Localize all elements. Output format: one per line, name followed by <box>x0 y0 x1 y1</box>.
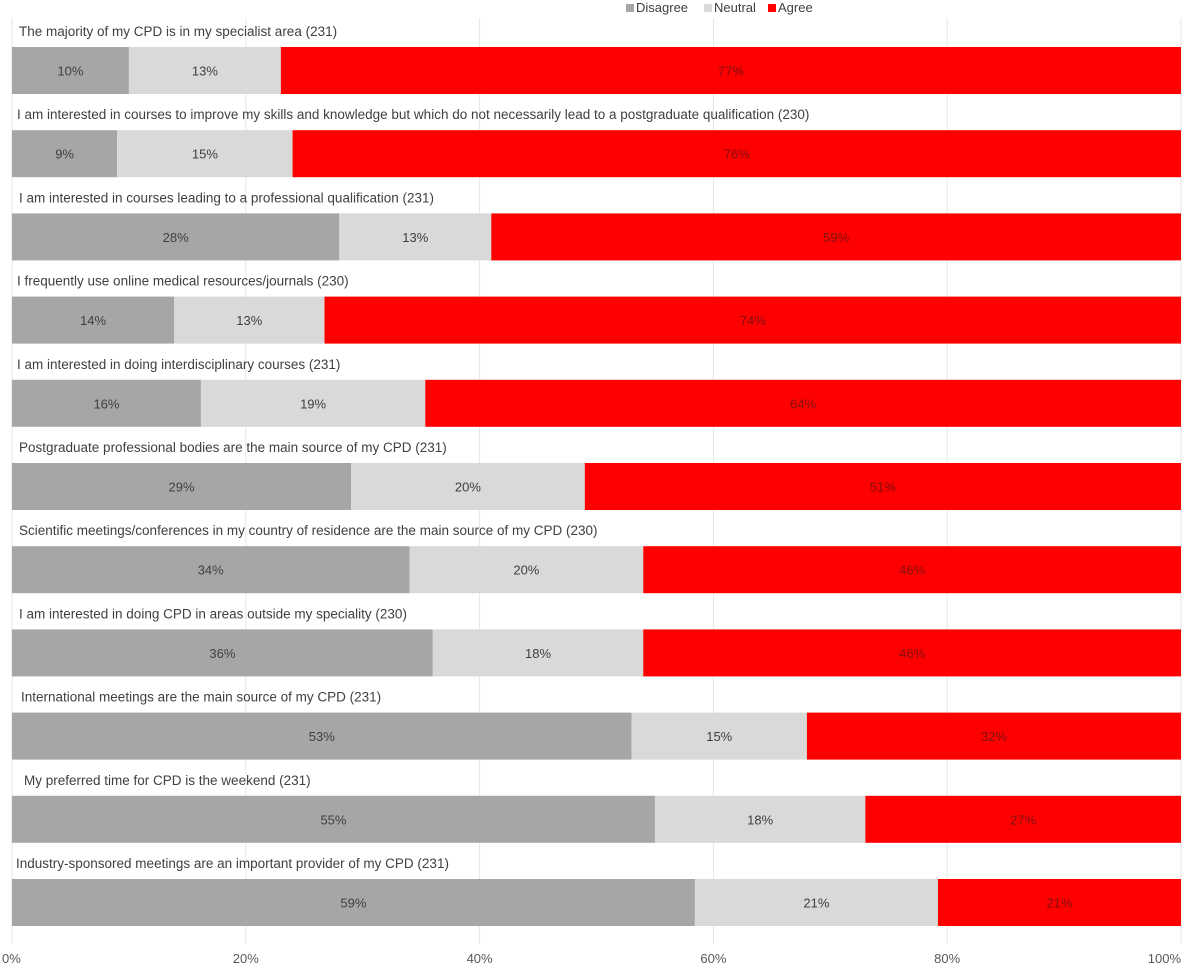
bar-disagree <box>12 296 175 344</box>
data-label: 28% <box>163 230 189 245</box>
bar-disagree <box>12 213 340 261</box>
bar-agree <box>806 712 1181 760</box>
data-label: 9% <box>55 147 74 162</box>
bar-disagree <box>12 130 118 178</box>
data-label: 13% <box>236 313 262 328</box>
bar-disagree <box>12 712 632 760</box>
bar-agree <box>937 879 1181 926</box>
data-label: 51% <box>870 480 896 495</box>
x-tick-label: 60% <box>700 951 726 966</box>
data-label: 20% <box>513 563 539 578</box>
data-label: 20% <box>455 480 481 495</box>
data-label: 15% <box>192 147 218 162</box>
data-label: 21% <box>1046 896 1072 911</box>
data-label: 59% <box>823 230 849 245</box>
data-label: 13% <box>192 64 218 79</box>
bar-neutral <box>409 546 644 594</box>
x-tick-label: 80% <box>934 951 960 966</box>
category-label: The majority of my CPD is in my speciali… <box>19 24 337 39</box>
bar-disagree <box>12 795 655 843</box>
x-axis: 0% 20% 40% 60% 80% 100% <box>2 951 1181 966</box>
legend-swatch <box>704 4 712 12</box>
bar-agree <box>491 213 1181 261</box>
bar-disagree <box>12 546 410 594</box>
data-label: 10% <box>57 64 83 79</box>
bar-disagree <box>12 879 695 926</box>
data-label: 19% <box>300 396 326 411</box>
bar-agree <box>280 47 1181 94</box>
category-label: I am interested in doing interdisciplina… <box>17 357 340 372</box>
category-label: I frequently use online medical resource… <box>17 274 349 289</box>
bar-agree <box>324 296 1181 344</box>
bar-agree <box>865 795 1181 843</box>
category-label: Scientific meetings/conferences in my co… <box>19 523 598 538</box>
legend-label: Agree <box>778 0 813 15</box>
data-label: 36% <box>209 646 235 661</box>
category-label: Postgraduate professional bodies are the… <box>19 440 447 455</box>
category-label: Industry-sponsored meetings are an impor… <box>16 856 449 871</box>
bar-agree <box>425 379 1181 427</box>
data-label: 34% <box>198 563 224 578</box>
data-label: 16% <box>93 396 119 411</box>
bar-disagree <box>12 629 433 677</box>
data-label: 46% <box>899 563 925 578</box>
category-label: I am interested in courses to improve my… <box>17 107 809 122</box>
data-label: 21% <box>803 896 829 911</box>
data-label: 74% <box>740 313 766 328</box>
bar-neutral <box>117 130 293 178</box>
data-label: 76% <box>724 147 750 162</box>
data-label: 27% <box>1010 812 1036 827</box>
data-label: 14% <box>80 313 106 328</box>
legend-label: Disagree <box>636 0 688 15</box>
bar-disagree <box>12 379 201 427</box>
data-label: 59% <box>340 896 366 911</box>
legend-swatch <box>626 4 634 12</box>
bar-agree <box>643 546 1181 594</box>
bar-agree <box>292 130 1181 178</box>
data-label: 64% <box>790 396 816 411</box>
bar-neutral <box>351 463 585 510</box>
bars: The majority of my CPD is in my speciali… <box>12 24 1181 926</box>
legend: Disagree Neutral Agree <box>626 0 813 15</box>
bar-neutral <box>128 47 281 94</box>
data-label: 77% <box>718 64 744 79</box>
data-label: 29% <box>168 480 194 495</box>
category-label: My preferred time for CPD is the weekend… <box>24 773 311 788</box>
bar-neutral <box>432 629 644 677</box>
bar-neutral <box>694 879 938 926</box>
category-label: I am interested in doing CPD in areas ou… <box>19 606 407 621</box>
data-label: 46% <box>899 646 925 661</box>
data-label: 13% <box>402 230 428 245</box>
data-label: 53% <box>309 729 335 744</box>
bar-neutral <box>174 296 325 344</box>
bar-neutral <box>631 712 807 760</box>
bar-agree <box>643 629 1181 677</box>
data-label: 32% <box>981 729 1007 744</box>
data-label: 18% <box>747 812 773 827</box>
x-tick-label: 100% <box>1148 951 1182 966</box>
bar-agree <box>584 463 1181 510</box>
bar-neutral <box>200 379 426 427</box>
bar-neutral <box>654 795 866 843</box>
data-label: 18% <box>525 646 551 661</box>
legend-swatch <box>768 4 776 12</box>
bar-disagree <box>12 463 352 510</box>
category-label: International meetings are the main sour… <box>21 690 381 705</box>
x-tick-label: 40% <box>467 951 493 966</box>
bar-neutral <box>339 213 492 261</box>
x-tick-label: 0% <box>2 951 21 966</box>
bar-disagree <box>12 47 129 94</box>
category-label: I am interested in courses leading to a … <box>19 190 434 205</box>
data-label: 55% <box>320 812 346 827</box>
data-label: 15% <box>706 729 732 744</box>
x-tick-label: 20% <box>233 951 259 966</box>
legend-label: Neutral <box>714 0 756 15</box>
